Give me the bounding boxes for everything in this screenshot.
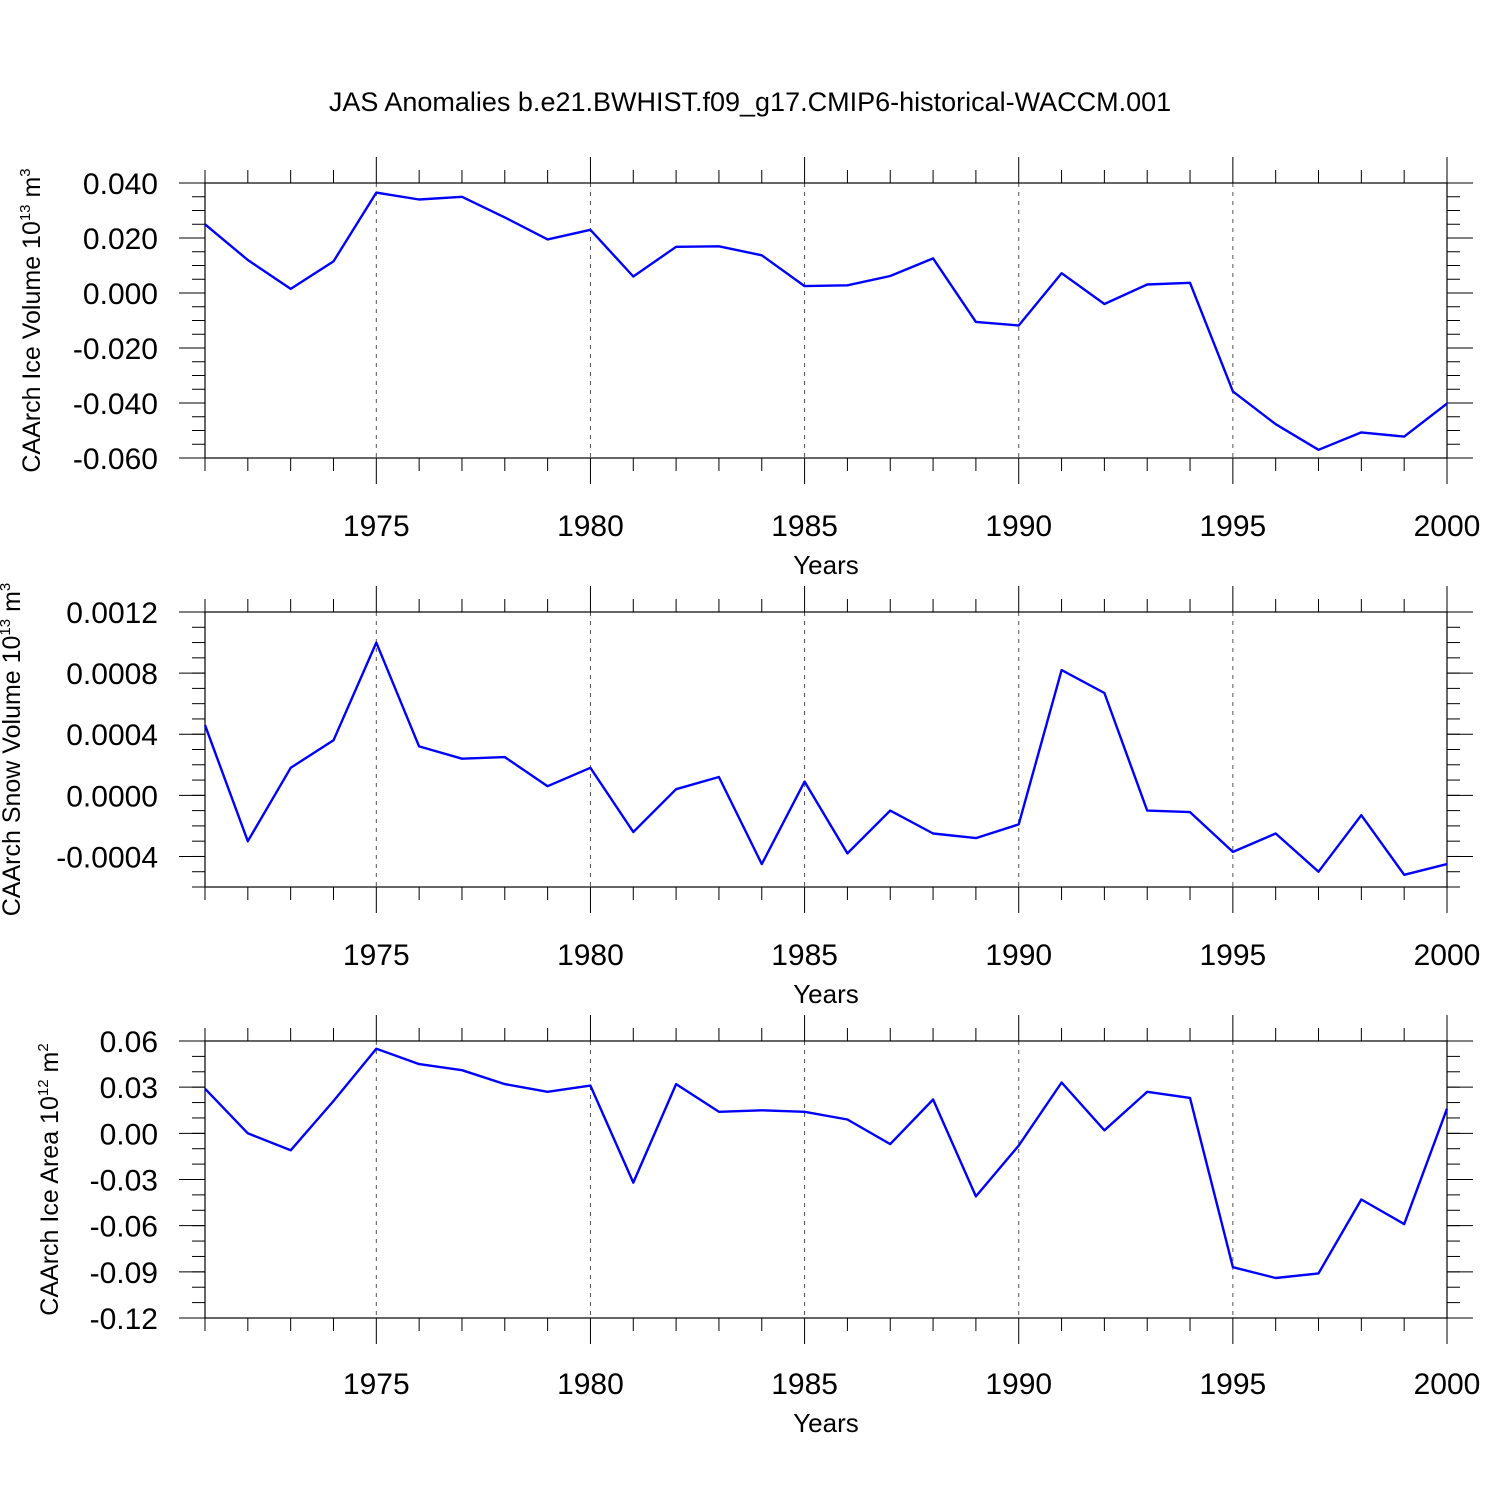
y-axis-title: CAArch Snow Volume 1013 m3 bbox=[0, 583, 26, 917]
x-tick-label: 1985 bbox=[771, 939, 838, 972]
y-axis-title-text: m bbox=[0, 591, 26, 619]
y-tick-label: 0.03 bbox=[100, 1072, 158, 1105]
x-tick-label: 1975 bbox=[343, 1368, 410, 1401]
y-axis-title-superscript: 2 bbox=[35, 1043, 52, 1051]
y-axis-title-superscript: 3 bbox=[0, 583, 14, 591]
data-line bbox=[204, 191, 1448, 451]
y-axis-title-text: m bbox=[36, 1052, 64, 1080]
x-tick-label: 2000 bbox=[1414, 510, 1481, 543]
x-tick-label: 1985 bbox=[771, 510, 838, 543]
x-tick-label: 1990 bbox=[985, 510, 1052, 543]
panel-snow-volume: 1975 1980 1985 1990 1995 2000 0.0012 0.0008 0.00… bbox=[0, 583, 1480, 1009]
y-axis-title-text: m bbox=[18, 177, 46, 205]
x-tick-label: 1985 bbox=[771, 1368, 838, 1401]
y-tick-label: -0.03 bbox=[90, 1165, 158, 1198]
y-axis-title-text: CAArch Ice Volume 10 bbox=[18, 221, 46, 473]
panel-ice-area: 1975 1980 1985 1990 1995 2000 0.06 0.03 0.00 -0.0… bbox=[35, 1015, 1480, 1438]
x-axis-title: Years bbox=[793, 1408, 859, 1438]
y-tick-label: -0.09 bbox=[90, 1257, 158, 1290]
plot-frame bbox=[204, 182, 1448, 459]
x-tick-label: 1990 bbox=[985, 939, 1052, 972]
y-tick-label: -0.020 bbox=[73, 333, 158, 366]
data-line bbox=[204, 1047, 1449, 1280]
x-tick-label: 1975 bbox=[343, 939, 410, 972]
x-tick-label: 1995 bbox=[1199, 510, 1266, 543]
y-tick-label: 0.0004 bbox=[66, 719, 158, 752]
x-tick-label: 1990 bbox=[985, 1368, 1052, 1401]
y-tick-label: 0.0012 bbox=[66, 597, 158, 630]
y-tick-label: 0.020 bbox=[83, 223, 158, 256]
y-tick-label: -0.0004 bbox=[56, 841, 158, 874]
y-tick-label: -0.06 bbox=[90, 1211, 158, 1244]
data-line bbox=[203, 641, 1448, 876]
x-axis-title: Years bbox=[793, 979, 859, 1009]
panel-ice-volume: 1975 1980 1985 1990 1995 2000 0.040 0.020 0.000 -… bbox=[17, 157, 1480, 580]
x-tick-label: 1995 bbox=[1199, 939, 1266, 972]
plot-frame bbox=[204, 611, 1448, 888]
y-axis-title-text: CAArch Snow Volume 10 bbox=[0, 636, 26, 917]
y-tick-label: 0.000 bbox=[83, 278, 158, 311]
x-tick-label: 2000 bbox=[1414, 939, 1481, 972]
y-axis-title-superscript: 13 bbox=[0, 619, 14, 636]
y-axis-title-superscript: 13 bbox=[17, 204, 34, 221]
y-axis-title: CAArch Ice Area 1012 m2 bbox=[35, 1043, 64, 1315]
y-tick-label: -0.060 bbox=[73, 443, 158, 476]
y-axis-title-superscript: 3 bbox=[17, 168, 34, 176]
plot-frame bbox=[204, 1040, 1448, 1319]
x-tick-label: 1995 bbox=[1199, 1368, 1266, 1401]
y-axis-title: CAArch Ice Volume 1013 m3 bbox=[17, 168, 46, 472]
x-tick-label: 1980 bbox=[557, 1368, 624, 1401]
y-axis-title-text: CAArch Ice Area 10 bbox=[36, 1096, 64, 1316]
y-tick-label: 0.040 bbox=[83, 168, 158, 201]
x-tick-label: 1975 bbox=[343, 510, 410, 543]
y-axis-title-superscript: 12 bbox=[35, 1079, 52, 1096]
y-tick-label: -0.040 bbox=[73, 388, 158, 421]
y-tick-label: 0.0000 bbox=[66, 780, 158, 813]
x-tick-label: 2000 bbox=[1414, 1368, 1481, 1401]
x-tick-label: 1980 bbox=[557, 939, 624, 972]
y-tick-label: 0.00 bbox=[100, 1118, 158, 1151]
y-tick-label: -0.12 bbox=[90, 1303, 158, 1336]
main-title: JAS Anomalies b.e21.BWHIST.f09_g17.CMIP6… bbox=[329, 87, 1171, 117]
y-tick-label: 0.06 bbox=[100, 1026, 158, 1059]
y-tick-label: 0.0008 bbox=[66, 658, 158, 691]
x-axis-title: Years bbox=[793, 550, 859, 580]
x-tick-label: 1980 bbox=[557, 510, 624, 543]
